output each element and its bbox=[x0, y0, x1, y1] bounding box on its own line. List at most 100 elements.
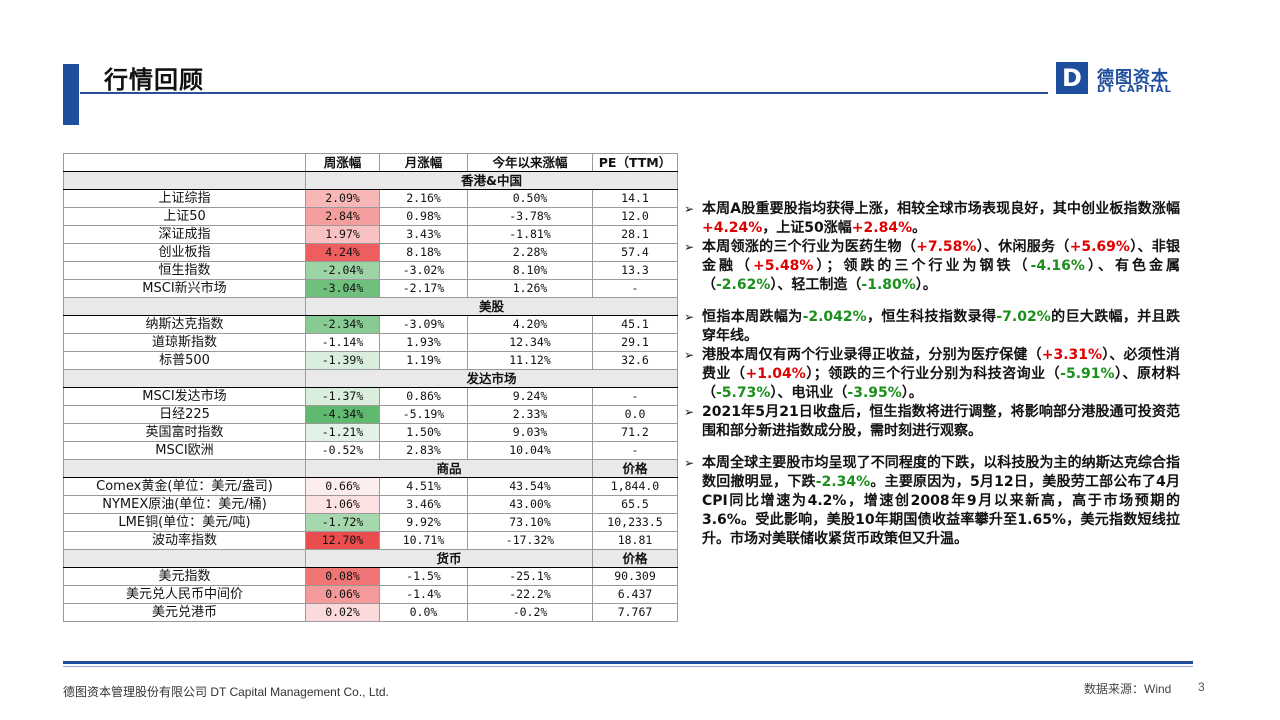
monthly-change: 2.83% bbox=[379, 441, 468, 460]
row-name: 恒生指数 bbox=[63, 261, 306, 280]
paragraph-gap bbox=[684, 295, 1180, 308]
section-spacer-cell bbox=[63, 171, 306, 190]
monthly-change: 9.92% bbox=[379, 513, 468, 532]
weekly-change: -2.04% bbox=[305, 261, 380, 280]
arrow-bullet-icon: ➢ bbox=[684, 240, 695, 254]
monthly-change: 1.93% bbox=[379, 333, 468, 352]
table-row: MSCI欧洲 -0.52% 2.83% 10.04% - bbox=[63, 441, 678, 460]
bullet-text: 港股本周仅有两个行业录得正收益，分别为医疗保健（ bbox=[702, 347, 1042, 363]
row-name: 美元指数 bbox=[63, 567, 306, 586]
pe-or-price: 1,844.0 bbox=[592, 477, 678, 496]
bullet-text: ）、轻工制造（ bbox=[770, 277, 862, 293]
section-price-header: 价格 bbox=[592, 459, 678, 478]
ytd-change: 73.10% bbox=[467, 513, 593, 532]
row-name: 波动率指数 bbox=[63, 531, 306, 550]
weekly-change: -0.52% bbox=[305, 441, 380, 460]
row-name: MSCI发达市场 bbox=[63, 387, 306, 406]
row-name: 创业板指 bbox=[63, 243, 306, 262]
ytd-change: 2.28% bbox=[467, 243, 593, 262]
table-row: Comex黄金(单位：美元/盎司) 0.66% 4.51% 43.54% 1,844.0 bbox=[63, 477, 678, 496]
monthly-change: 3.46% bbox=[379, 495, 468, 514]
pe-or-price: 10,233.5 bbox=[592, 513, 678, 532]
bullet-text: ）。 bbox=[915, 277, 937, 293]
ytd-change: -0.2% bbox=[467, 603, 593, 622]
monthly-change: 0.98% bbox=[379, 207, 468, 226]
ytd-change: 9.24% bbox=[467, 387, 593, 406]
data-source: 数据来源：Wind bbox=[1084, 682, 1172, 696]
weekly-change: 2.09% bbox=[305, 189, 380, 208]
footer-company: 德图资本管理股份有限公司 DT Capital Management Co., … bbox=[63, 685, 389, 699]
ytd-change: 43.00% bbox=[467, 495, 593, 514]
arrow-bullet-icon: ➢ bbox=[684, 202, 695, 216]
bullet-item: ➢ 2021年5月21日收盘后，恒生指数将进行调整，将影响部分港股通可投资范围和部… bbox=[684, 403, 1180, 441]
table-row: MSCI发达市场 -1.37% 0.86% 9.24% - bbox=[63, 387, 678, 406]
header-divider bbox=[80, 92, 1048, 94]
table-section-row: 美股 bbox=[63, 297, 678, 316]
column-header: 周涨幅 bbox=[305, 153, 380, 172]
bullet-text: ）；领跌的三个行业分别为科技咨询业（ bbox=[805, 366, 1061, 382]
monthly-change: 4.51% bbox=[379, 477, 468, 496]
ytd-change: 1.26% bbox=[467, 279, 593, 298]
table-row: 上证50 2.84% 0.98% -3.78% 12.0 bbox=[63, 207, 678, 226]
pe-or-price: 45.1 bbox=[592, 315, 678, 334]
row-name: 美元兑人民币中间价 bbox=[63, 585, 306, 604]
ytd-change: -1.81% bbox=[467, 225, 593, 244]
highlighted-figure: -5.73% bbox=[716, 385, 771, 401]
column-header: 月涨幅 bbox=[379, 153, 468, 172]
table-row: 恒生指数 -2.04% -3.02% 8.10% 13.3 bbox=[63, 261, 678, 280]
section-spacer-cell bbox=[63, 459, 306, 478]
table-row: 上证综指 2.09% 2.16% 0.50% 14.1 bbox=[63, 189, 678, 208]
bullet-text: 的巨大跌幅，并且跌穿年线。 bbox=[702, 309, 1181, 344]
ytd-change: -22.2% bbox=[467, 585, 593, 604]
paragraph-gap bbox=[684, 441, 1180, 454]
weekly-change: 0.66% bbox=[305, 477, 380, 496]
highlighted-figure: +2.84% bbox=[851, 220, 913, 236]
monthly-change: -1.4% bbox=[379, 585, 468, 604]
ytd-change: 0.50% bbox=[467, 189, 593, 208]
bullet-text: 本周全球主要股市均呈现了不同程度的下跌，以科技股为主的纳斯达克综合指数回撤明显，… bbox=[702, 455, 1180, 490]
row-name: 上证50 bbox=[63, 207, 306, 226]
table-row: 标普500 -1.39% 1.19% 11.12% 32.6 bbox=[63, 351, 678, 370]
pe-or-price: 14.1 bbox=[592, 189, 678, 208]
page-title: 行情回顾 bbox=[104, 66, 204, 94]
monthly-change: 10.71% bbox=[379, 531, 468, 550]
table-row: 纳斯达克指数 -2.34% -3.09% 4.20% 45.1 bbox=[63, 315, 678, 334]
table-row: 美元指数 0.08% -1.5% -25.1% 90.309 bbox=[63, 567, 678, 586]
monthly-change: 0.86% bbox=[379, 387, 468, 406]
column-header bbox=[63, 153, 306, 172]
table-section-row: 商品 价格 bbox=[63, 459, 678, 478]
ytd-change: -25.1% bbox=[467, 567, 593, 586]
arrow-bullet-icon: ➢ bbox=[684, 456, 695, 470]
pe-or-price: 90.309 bbox=[592, 567, 678, 586]
pe-or-price: 12.0 bbox=[592, 207, 678, 226]
table-row: 道琼斯指数 -1.14% 1.93% 12.34% 29.1 bbox=[63, 333, 678, 352]
row-name: Comex黄金(单位：美元/盎司) bbox=[63, 477, 306, 496]
bullet-text: 。主要原因为，5月12日，美股劳工部公布了4月CPI同比增速为4.2%，增速创2… bbox=[702, 474, 1181, 547]
logo-name-cn: 德图资本 bbox=[1097, 68, 1169, 88]
highlighted-figure: -4.16% bbox=[1030, 258, 1085, 274]
highlighted-figure: -7.02% bbox=[996, 309, 1051, 325]
highlighted-figure: +3.31% bbox=[1041, 347, 1103, 363]
highlighted-figure: -5.91% bbox=[1060, 366, 1115, 382]
weekly-change: 0.08% bbox=[305, 567, 380, 586]
footer-divider-thin bbox=[63, 666, 1193, 667]
monthly-change: 0.0% bbox=[379, 603, 468, 622]
row-name: 标普500 bbox=[63, 351, 306, 370]
pe-or-price: 7.767 bbox=[592, 603, 678, 622]
bullet-text: 本周领涨的三个行业为医药生物（ bbox=[702, 239, 917, 255]
bullet-item: ➢ 恒指本周跌幅为-2.042%，恒生科技指数录得-7.02%的巨大跌幅，并且跌穿… bbox=[684, 308, 1180, 346]
pe-or-price: 57.4 bbox=[592, 243, 678, 262]
monthly-change: -2.17% bbox=[379, 279, 468, 298]
pe-or-price: 65.5 bbox=[592, 495, 678, 514]
ytd-change: -3.78% bbox=[467, 207, 593, 226]
pe-or-price: 13.3 bbox=[592, 261, 678, 280]
highlighted-figure: +1.04% bbox=[745, 366, 806, 382]
bullet-text: 恒指本周跌幅为 bbox=[702, 309, 803, 325]
section-title: 货币 bbox=[305, 549, 593, 568]
weekly-change: 2.84% bbox=[305, 207, 380, 226]
table-row: 美元兑人民币中间价 0.06% -1.4% -22.2% 6.437 bbox=[63, 585, 678, 604]
row-name: 纳斯达克指数 bbox=[63, 315, 306, 334]
ytd-change: 10.04% bbox=[467, 441, 593, 460]
weekly-change: 0.02% bbox=[305, 603, 380, 622]
weekly-change: -1.37% bbox=[305, 387, 380, 406]
